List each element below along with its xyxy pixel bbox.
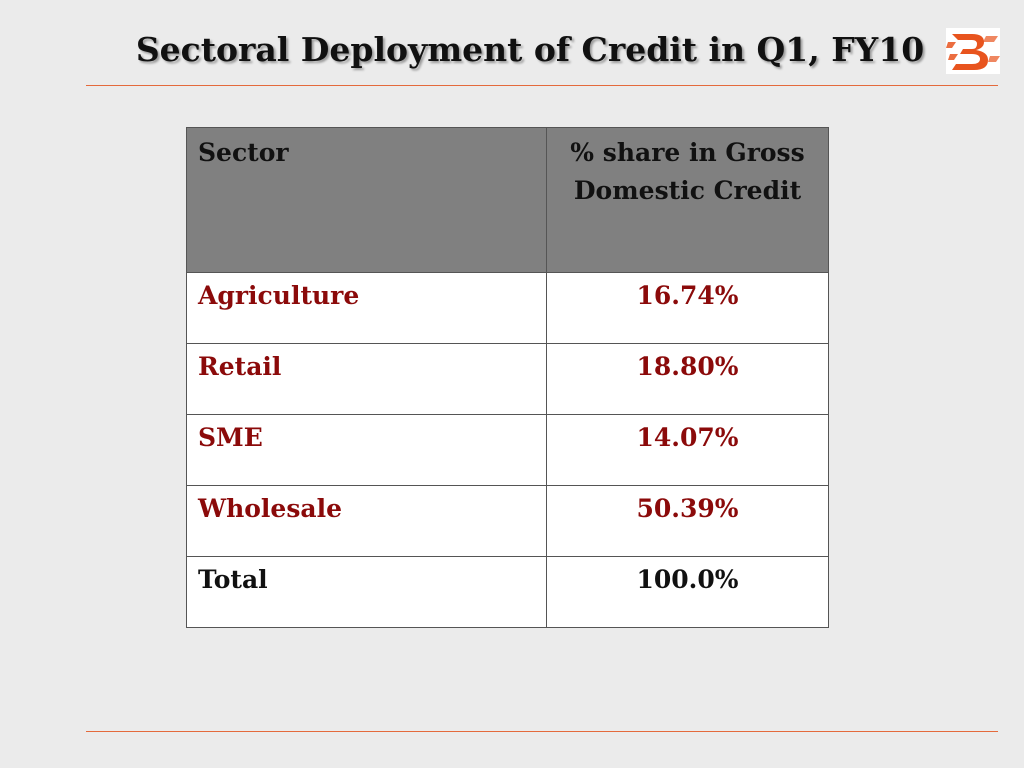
table-row: SME 14.07% xyxy=(186,414,829,486)
share-cell: 14.07% xyxy=(546,414,829,486)
share-cell: 100.0% xyxy=(546,556,829,628)
slide-title: Sectoral Deployment of Credit in Q1, FY1… xyxy=(135,30,925,69)
top-divider xyxy=(86,85,998,86)
sector-cell: Wholesale xyxy=(186,485,547,557)
share-cell: 18.80% xyxy=(546,343,829,415)
table-row-total: Total 100.0% xyxy=(186,556,829,628)
bottom-divider xyxy=(86,731,998,732)
credit-share-table: Sector % share in Gross Domestic Credit … xyxy=(186,127,829,628)
sector-cell: Agriculture xyxy=(186,272,547,344)
table-header-row: Sector % share in Gross Domestic Credit xyxy=(186,127,829,273)
share-cell: 16.74% xyxy=(546,272,829,344)
sector-cell: Retail xyxy=(186,343,547,415)
header-sector: Sector xyxy=(186,127,547,273)
table-row: Wholesale 50.39% xyxy=(186,485,829,557)
bank-of-baroda-logo-icon xyxy=(946,28,1000,74)
share-cell: 50.39% xyxy=(546,485,829,557)
sector-cell: SME xyxy=(186,414,547,486)
table-row: Agriculture 16.74% xyxy=(186,272,829,344)
sector-cell: Total xyxy=(186,556,547,628)
table-row: Retail 18.80% xyxy=(186,343,829,415)
header-share: % share in Gross Domestic Credit xyxy=(546,127,829,273)
